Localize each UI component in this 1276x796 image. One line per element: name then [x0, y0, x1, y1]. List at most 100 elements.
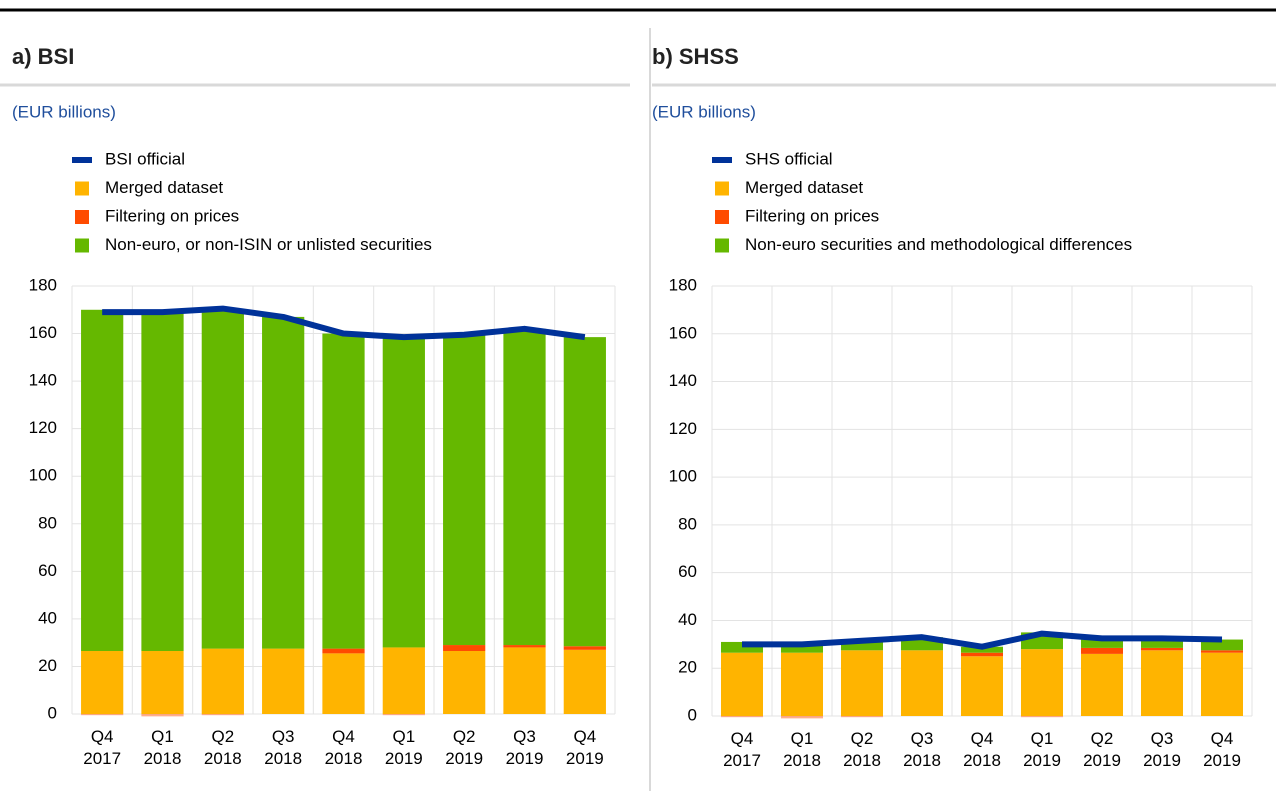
bar — [382, 337, 425, 648]
bar — [961, 656, 1003, 716]
bar — [1141, 650, 1183, 716]
bar — [1201, 652, 1243, 716]
subtitle: (EUR billions) — [652, 102, 756, 121]
bar — [563, 649, 606, 714]
bar — [563, 646, 606, 650]
legend-label: Merged dataset — [105, 178, 223, 197]
bar — [201, 309, 244, 649]
legend-swatch — [715, 238, 729, 253]
legend-swatch — [75, 210, 89, 224]
x-tick-label: Q4 2019 — [565, 727, 604, 768]
y-tick-label: 160 — [29, 323, 57, 342]
bar — [1081, 653, 1123, 716]
bar — [1021, 716, 1063, 718]
bar — [322, 333, 365, 649]
bar — [781, 643, 823, 653]
bar — [961, 652, 1003, 657]
bar — [81, 309, 124, 651]
panel-title: a) BSI — [12, 44, 74, 69]
x-tick-label-box: Q3 2018 — [903, 729, 941, 770]
x-tick-label-box: Q4 2017 — [83, 727, 122, 768]
x-tick-label: Q3 2018 — [264, 727, 303, 768]
x-tick-label-box: Q3 2018 — [264, 727, 303, 768]
legend-swatch — [75, 238, 89, 253]
bar — [443, 650, 486, 714]
y-tick-label: 80 — [678, 514, 697, 533]
bar — [1201, 639, 1243, 651]
y-tick-label: 140 — [669, 371, 697, 390]
y-tick-label: 120 — [669, 419, 697, 438]
y-tick-label: 180 — [29, 275, 57, 294]
x-tick-label: Q2 2019 — [1083, 729, 1121, 770]
legend-swatch — [75, 181, 89, 196]
x-tick-label: Q4 2019 — [1203, 729, 1241, 770]
x-tick-label: Q1 2018 — [143, 727, 182, 768]
x-tick-label: Q1 2019 — [384, 727, 423, 768]
x-tick-label-box: Q2 2019 — [1083, 729, 1121, 770]
bar — [322, 653, 365, 714]
subtitle: (EUR billions) — [12, 102, 116, 121]
bar — [1021, 649, 1063, 716]
y-tick-label: 0 — [688, 705, 697, 724]
bar — [81, 714, 124, 716]
x-tick-label: Q2 2018 — [203, 727, 242, 768]
bar — [382, 714, 425, 716]
x-tick-label: Q2 2019 — [445, 727, 484, 768]
bar — [781, 652, 823, 716]
bar — [443, 645, 486, 651]
x-tick-label-box: Q2 2019 — [445, 727, 484, 768]
panel-title: b) SHSS — [652, 44, 739, 69]
x-tick-label: Q4 2017 — [723, 729, 761, 770]
legend-label: SHS official — [745, 149, 833, 168]
x-tick-label-box: Q4 2018 — [324, 727, 363, 768]
legend-label: Merged dataset — [745, 178, 863, 197]
bar — [262, 316, 305, 649]
bar — [841, 716, 883, 718]
x-tick-label: Q4 2018 — [324, 727, 363, 768]
y-tick-label: 40 — [678, 610, 697, 629]
y-tick-label: 0 — [48, 703, 57, 722]
y-tick-label: 40 — [38, 608, 57, 627]
x-tick-label-box: Q4 2019 — [565, 727, 604, 768]
x-tick-label-box: Q1 2019 — [1023, 729, 1061, 770]
x-tick-label: Q3 2019 — [1143, 729, 1181, 770]
bar — [721, 716, 763, 718]
y-tick-label: 100 — [669, 467, 697, 486]
bar — [141, 714, 184, 717]
y-tick-label: 60 — [38, 561, 57, 580]
legend-swatch — [715, 210, 729, 224]
line — [102, 305, 586, 341]
x-tick-label-box: Q4 2019 — [1203, 729, 1241, 770]
x-tick-label: Q3 2018 — [903, 729, 941, 770]
x-tick-label-box: Q3 2019 — [505, 727, 544, 768]
legend-label: BSI official — [105, 149, 185, 168]
x-tick-label: Q4 2017 — [83, 727, 122, 768]
y-tick-label: 180 — [669, 275, 697, 294]
bar — [503, 647, 546, 714]
y-tick-label: 120 — [29, 418, 57, 437]
bar — [841, 650, 883, 716]
line — [742, 630, 1223, 650]
bar — [1141, 639, 1183, 648]
y-tick-label: 20 — [38, 656, 57, 675]
y-tick-label: 160 — [669, 323, 697, 342]
bar — [781, 716, 823, 719]
x-tick-label-box: Q1 2019 — [384, 727, 423, 768]
bar — [201, 714, 244, 716]
legend-label: Non-euro securities and methodological d… — [745, 235, 1132, 254]
legend-label: Filtering on prices — [745, 206, 879, 225]
bar — [563, 337, 606, 647]
bar — [1081, 647, 1123, 654]
x-tick-label: Q1 2018 — [783, 729, 821, 770]
bar — [141, 650, 184, 714]
bar — [141, 312, 184, 651]
x-tick-label: Q1 2019 — [1023, 729, 1061, 770]
y-tick-label: 20 — [678, 658, 697, 677]
bar — [81, 650, 124, 714]
bar — [443, 334, 486, 646]
x-tick-label: Q3 2019 — [505, 727, 544, 768]
bar — [1141, 647, 1183, 651]
x-tick-label-box: Q2 2018 — [203, 727, 242, 768]
legend-label: Non-euro, or non-ISIN or unlisted securi… — [105, 235, 432, 254]
